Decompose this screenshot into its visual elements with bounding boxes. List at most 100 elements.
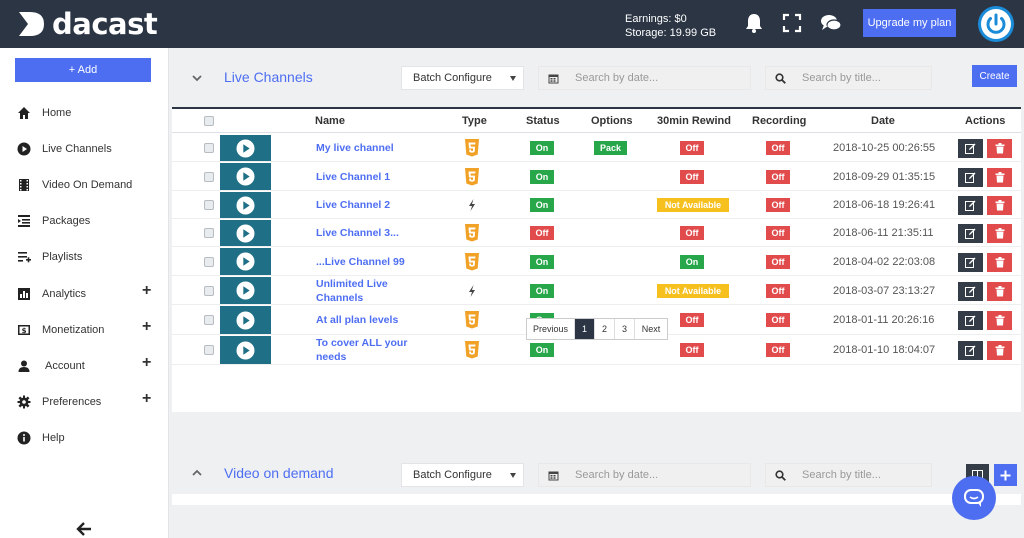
rewind-badge[interactable]: On [680, 255, 704, 269]
sidebar-item-account[interactable]: Account + [0, 354, 169, 377]
sidebar-item-packages[interactable]: Packages [0, 210, 169, 232]
sidebar-item-home[interactable]: Home [0, 102, 169, 124]
sidebar-item-monetization[interactable]: $ Monetization + [0, 318, 169, 341]
vod-search-by-date-input[interactable]: Search by date... [538, 463, 751, 487]
delete-button[interactable] [987, 341, 1012, 360]
sidebar-item-video-on-demand[interactable]: Video On Demand [0, 174, 169, 196]
sidebar-item-playlists[interactable]: Playlists [0, 246, 169, 268]
channel-thumbnail[interactable] [220, 163, 271, 190]
chevron-down-icon[interactable] [191, 73, 203, 83]
batch-configure-select[interactable]: Batch Configure [401, 66, 524, 90]
column-name[interactable]: Name [315, 115, 345, 127]
channel-thumbnail[interactable] [220, 220, 271, 246]
recording-badge[interactable]: Off [766, 198, 790, 212]
edit-button[interactable] [958, 224, 983, 243]
expand-plus-icon[interactable]: + [142, 282, 152, 299]
column-recording[interactable]: Recording [752, 115, 807, 127]
table-row[interactable]: Live Channel 1 On Off Off 2018-09-29 01:35:1… [172, 162, 1021, 191]
row-checkbox[interactable] [204, 257, 214, 267]
vod-search-by-title-input[interactable]: Search by title... [765, 463, 932, 487]
rewind-badge[interactable]: Not Available [657, 198, 729, 212]
pagination-page-3[interactable]: 3 [615, 319, 635, 339]
table-row[interactable]: Live Channel 2 On Not Available Off 2018-06-… [172, 191, 1021, 219]
delete-button[interactable] [987, 224, 1012, 243]
chat-icon[interactable] [820, 12, 842, 34]
column-date[interactable]: Date [871, 115, 895, 127]
sidebar-item-preferences[interactable]: Preferences + [0, 390, 169, 413]
sidebar-item-help[interactable]: Help [0, 427, 169, 449]
status-badge[interactable]: On [530, 343, 554, 357]
recording-badge[interactable]: Off [766, 313, 790, 327]
expand-plus-icon[interactable]: + [142, 390, 152, 407]
row-checkbox[interactable] [204, 286, 214, 296]
rewind-badge[interactable]: Off [680, 226, 704, 240]
edit-button[interactable] [958, 282, 983, 301]
channel-name-link[interactable]: Live Channel 2 [316, 198, 390, 212]
table-row[interactable]: Live Channel 3... Off Off Off 2018-06-11 21:… [172, 219, 1021, 247]
select-all-checkbox[interactable] [204, 116, 214, 126]
delete-button[interactable] [987, 253, 1012, 272]
row-checkbox[interactable] [204, 315, 214, 325]
recording-badge[interactable]: Off [766, 343, 790, 357]
channel-thumbnail[interactable] [220, 135, 271, 161]
fullscreen-icon[interactable] [781, 12, 803, 34]
column-type[interactable]: Type [462, 115, 487, 127]
channel-thumbnail[interactable] [220, 336, 271, 364]
rewind-badge[interactable]: Off [680, 313, 704, 327]
status-badge[interactable]: On [530, 284, 554, 298]
pagination-page-1[interactable]: 1 [575, 319, 595, 339]
edit-button[interactable] [958, 341, 983, 360]
bell-icon[interactable] [743, 12, 765, 34]
column-status[interactable]: Status [526, 115, 560, 127]
chevron-up-icon[interactable] [191, 468, 203, 478]
delete-button[interactable] [987, 311, 1012, 330]
status-badge[interactable]: On [530, 141, 554, 155]
column-rewind[interactable]: 30min Rewind [657, 115, 731, 127]
rewind-badge[interactable]: Off [680, 141, 704, 155]
expand-plus-icon[interactable]: + [142, 318, 152, 335]
sidebar-item-live-channels[interactable]: Live Channels [0, 138, 169, 160]
edit-button[interactable] [958, 311, 983, 330]
channel-thumbnail[interactable] [220, 277, 271, 304]
delete-button[interactable] [987, 282, 1012, 301]
recording-badge[interactable]: Off [766, 170, 790, 184]
status-badge[interactable]: On [530, 255, 554, 269]
upgrade-plan-button[interactable]: Upgrade my plan [863, 9, 956, 37]
delete-button[interactable] [987, 139, 1012, 158]
row-checkbox[interactable] [204, 172, 214, 182]
vod-batch-configure-select[interactable]: Batch Configure [401, 463, 524, 487]
recording-badge[interactable]: Off [766, 141, 790, 155]
channel-name-link[interactable]: At all plan levels [316, 313, 398, 327]
channel-name-link[interactable]: Unlimited Live Channels [316, 277, 388, 305]
table-row[interactable]: Unlimited Live Channels On Not Available Off… [172, 276, 1021, 305]
pagination-next[interactable]: Next [641, 324, 661, 334]
collapse-sidebar-arrow-icon[interactable] [76, 522, 92, 536]
channel-name-link[interactable]: To cover ALL your needs [316, 336, 407, 364]
recording-badge[interactable]: Off [766, 255, 790, 269]
recording-badge[interactable]: Off [766, 226, 790, 240]
channel-name-link[interactable]: Live Channel 3... [316, 226, 399, 240]
edit-button[interactable] [958, 139, 983, 158]
create-button[interactable]: Create [972, 65, 1017, 87]
channel-thumbnail[interactable] [220, 192, 271, 218]
edit-button[interactable] [958, 253, 983, 272]
channel-thumbnail[interactable] [220, 306, 271, 334]
rewind-badge[interactable]: Off [680, 343, 704, 357]
channel-name-link[interactable]: Live Channel 1 [316, 170, 390, 184]
delete-button[interactable] [987, 196, 1012, 215]
row-checkbox[interactable] [204, 200, 214, 210]
table-row[interactable]: My live channel On Pack Off Off 2018-10-25 00… [172, 134, 1021, 162]
recording-badge[interactable]: Off [766, 284, 790, 298]
status-badge[interactable]: On [530, 170, 554, 184]
vod-add-button[interactable] [994, 464, 1017, 486]
profile-power-icon[interactable] [977, 5, 1015, 43]
channel-name-link[interactable]: ...Live Channel 99 [316, 255, 405, 269]
status-badge[interactable]: On [530, 198, 554, 212]
search-by-date-input[interactable]: Search by date... [538, 66, 751, 90]
row-checkbox[interactable] [204, 228, 214, 238]
edit-button[interactable] [958, 196, 983, 215]
channel-name-link[interactable]: My live channel [316, 141, 394, 155]
dacast-logo[interactable]: dacast [16, 6, 158, 42]
pagination-page-2[interactable]: 2 [595, 319, 615, 339]
column-options[interactable]: Options [591, 115, 633, 127]
